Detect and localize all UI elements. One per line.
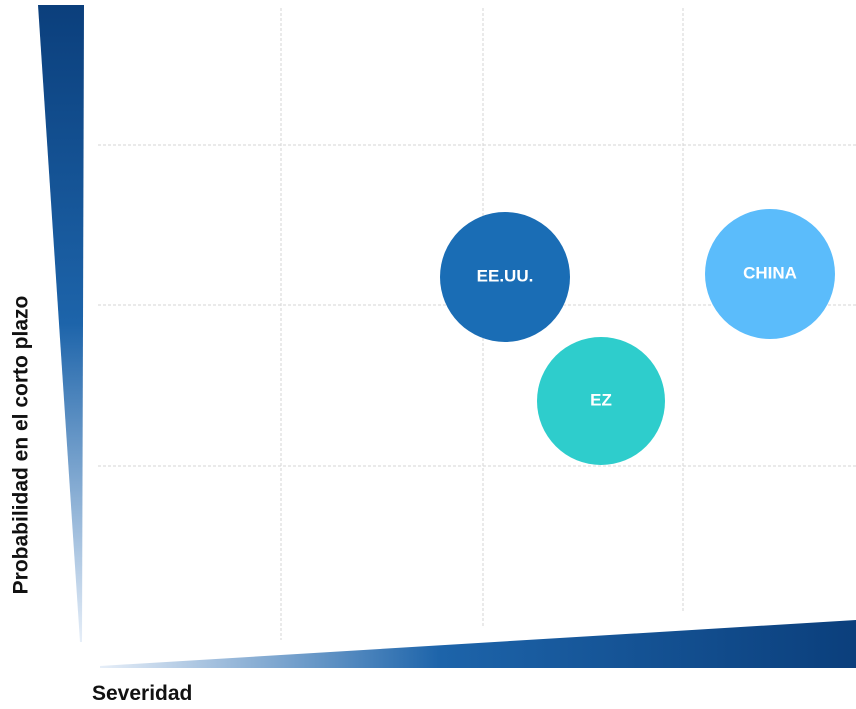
- x-axis-label: Severidad: [92, 682, 192, 705]
- bubble-label: CHINA: [743, 263, 797, 282]
- y-wedge: [38, 5, 84, 642]
- y-axis-label: Probabilidad en el corto plazo: [10, 296, 33, 595]
- x-wedge: [100, 620, 856, 668]
- bubble: [440, 212, 570, 342]
- bubble-label: EZ: [590, 390, 612, 409]
- bubble: [705, 209, 835, 339]
- bubble: [537, 337, 665, 465]
- bubble-label: EE.UU.: [477, 266, 534, 285]
